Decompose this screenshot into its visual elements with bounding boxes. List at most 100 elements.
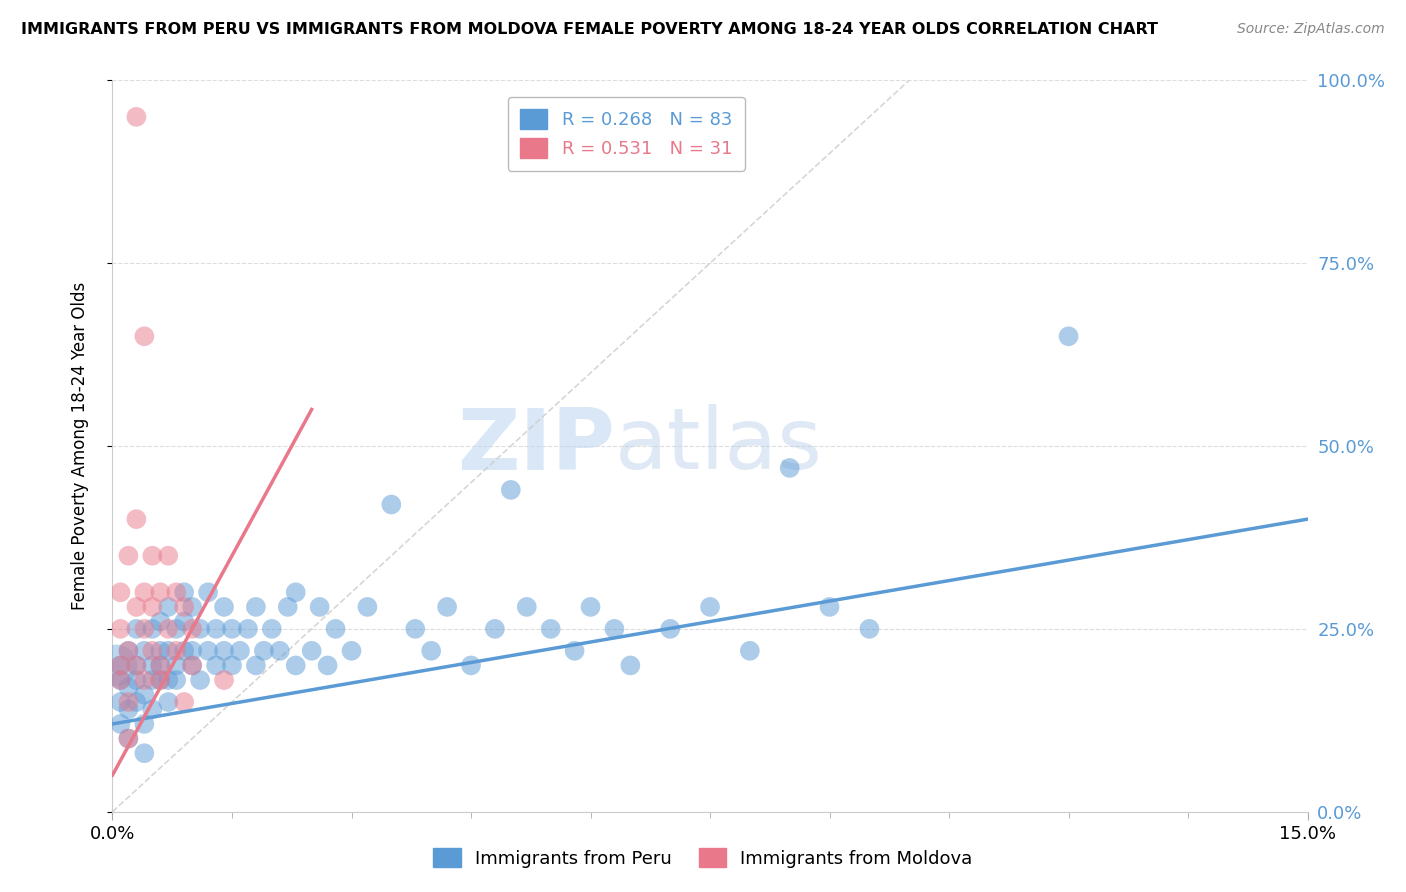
Point: [858, 622, 880, 636]
Point: [436, 599, 458, 614]
Point: [245, 658, 267, 673]
Point: [564, 644, 586, 658]
Point: [284, 585, 307, 599]
Point: [141, 622, 163, 636]
Point: [141, 549, 163, 563]
Point: [165, 658, 187, 673]
Point: [236, 622, 259, 636]
Point: [134, 717, 156, 731]
Point: [105, 658, 128, 673]
Point: [197, 644, 219, 658]
Point: [197, 585, 219, 599]
Point: [603, 622, 626, 636]
Point: [173, 585, 195, 599]
Point: [738, 644, 761, 658]
Point: [149, 673, 172, 687]
Point: [110, 585, 132, 599]
Point: [260, 622, 283, 636]
Point: [117, 702, 139, 716]
Point: [165, 644, 187, 658]
Point: [173, 695, 195, 709]
Point: [460, 658, 482, 673]
Point: [149, 673, 172, 687]
Point: [157, 549, 180, 563]
Point: [110, 673, 132, 687]
Point: [380, 498, 402, 512]
Point: [659, 622, 682, 636]
Point: [117, 731, 139, 746]
Point: [420, 644, 443, 658]
Point: [157, 622, 180, 636]
Point: [141, 644, 163, 658]
Point: [110, 658, 132, 673]
Point: [149, 658, 172, 673]
Point: [301, 644, 323, 658]
Point: [212, 599, 235, 614]
Point: [141, 599, 163, 614]
Point: [205, 658, 228, 673]
Point: [165, 673, 187, 687]
Point: [181, 658, 204, 673]
Point: [141, 702, 163, 716]
Point: [181, 599, 204, 614]
Point: [221, 658, 243, 673]
Point: [125, 695, 148, 709]
Point: [134, 622, 156, 636]
Text: atlas: atlas: [614, 404, 823, 488]
Point: [1057, 329, 1080, 343]
Point: [181, 658, 204, 673]
Point: [356, 599, 378, 614]
Point: [699, 599, 721, 614]
Legend: Immigrants from Peru, Immigrants from Moldova: Immigrants from Peru, Immigrants from Mo…: [423, 837, 983, 879]
Point: [165, 585, 187, 599]
Point: [149, 615, 172, 629]
Point: [149, 658, 172, 673]
Point: [173, 599, 195, 614]
Y-axis label: Female Poverty Among 18-24 Year Olds: Female Poverty Among 18-24 Year Olds: [70, 282, 89, 610]
Point: [117, 731, 139, 746]
Point: [181, 622, 204, 636]
Point: [125, 673, 148, 687]
Text: Source: ZipAtlas.com: Source: ZipAtlas.com: [1237, 22, 1385, 37]
Point: [277, 599, 299, 614]
Legend: R = 0.268   N = 83, R = 0.531   N = 31: R = 0.268 N = 83, R = 0.531 N = 31: [508, 96, 745, 170]
Point: [125, 658, 148, 673]
Point: [157, 673, 180, 687]
Point: [110, 673, 132, 687]
Point: [149, 585, 172, 599]
Point: [141, 673, 163, 687]
Point: [117, 644, 139, 658]
Point: [188, 673, 211, 687]
Point: [173, 615, 195, 629]
Point: [157, 695, 180, 709]
Point: [134, 585, 156, 599]
Point: [579, 599, 602, 614]
Point: [110, 695, 132, 709]
Point: [245, 599, 267, 614]
Point: [404, 622, 426, 636]
Point: [110, 658, 132, 673]
Point: [157, 599, 180, 614]
Point: [141, 658, 163, 673]
Point: [110, 622, 132, 636]
Point: [134, 673, 156, 687]
Point: [117, 695, 139, 709]
Point: [134, 746, 156, 760]
Point: [110, 717, 132, 731]
Point: [340, 644, 363, 658]
Point: [221, 622, 243, 636]
Point: [117, 549, 139, 563]
Point: [316, 658, 339, 673]
Point: [117, 681, 139, 695]
Point: [212, 673, 235, 687]
Point: [173, 644, 195, 658]
Point: [125, 622, 148, 636]
Point: [205, 622, 228, 636]
Point: [134, 644, 156, 658]
Point: [125, 599, 148, 614]
Text: ZIP: ZIP: [457, 404, 614, 488]
Point: [134, 329, 156, 343]
Point: [125, 512, 148, 526]
Point: [181, 644, 204, 658]
Point: [188, 622, 211, 636]
